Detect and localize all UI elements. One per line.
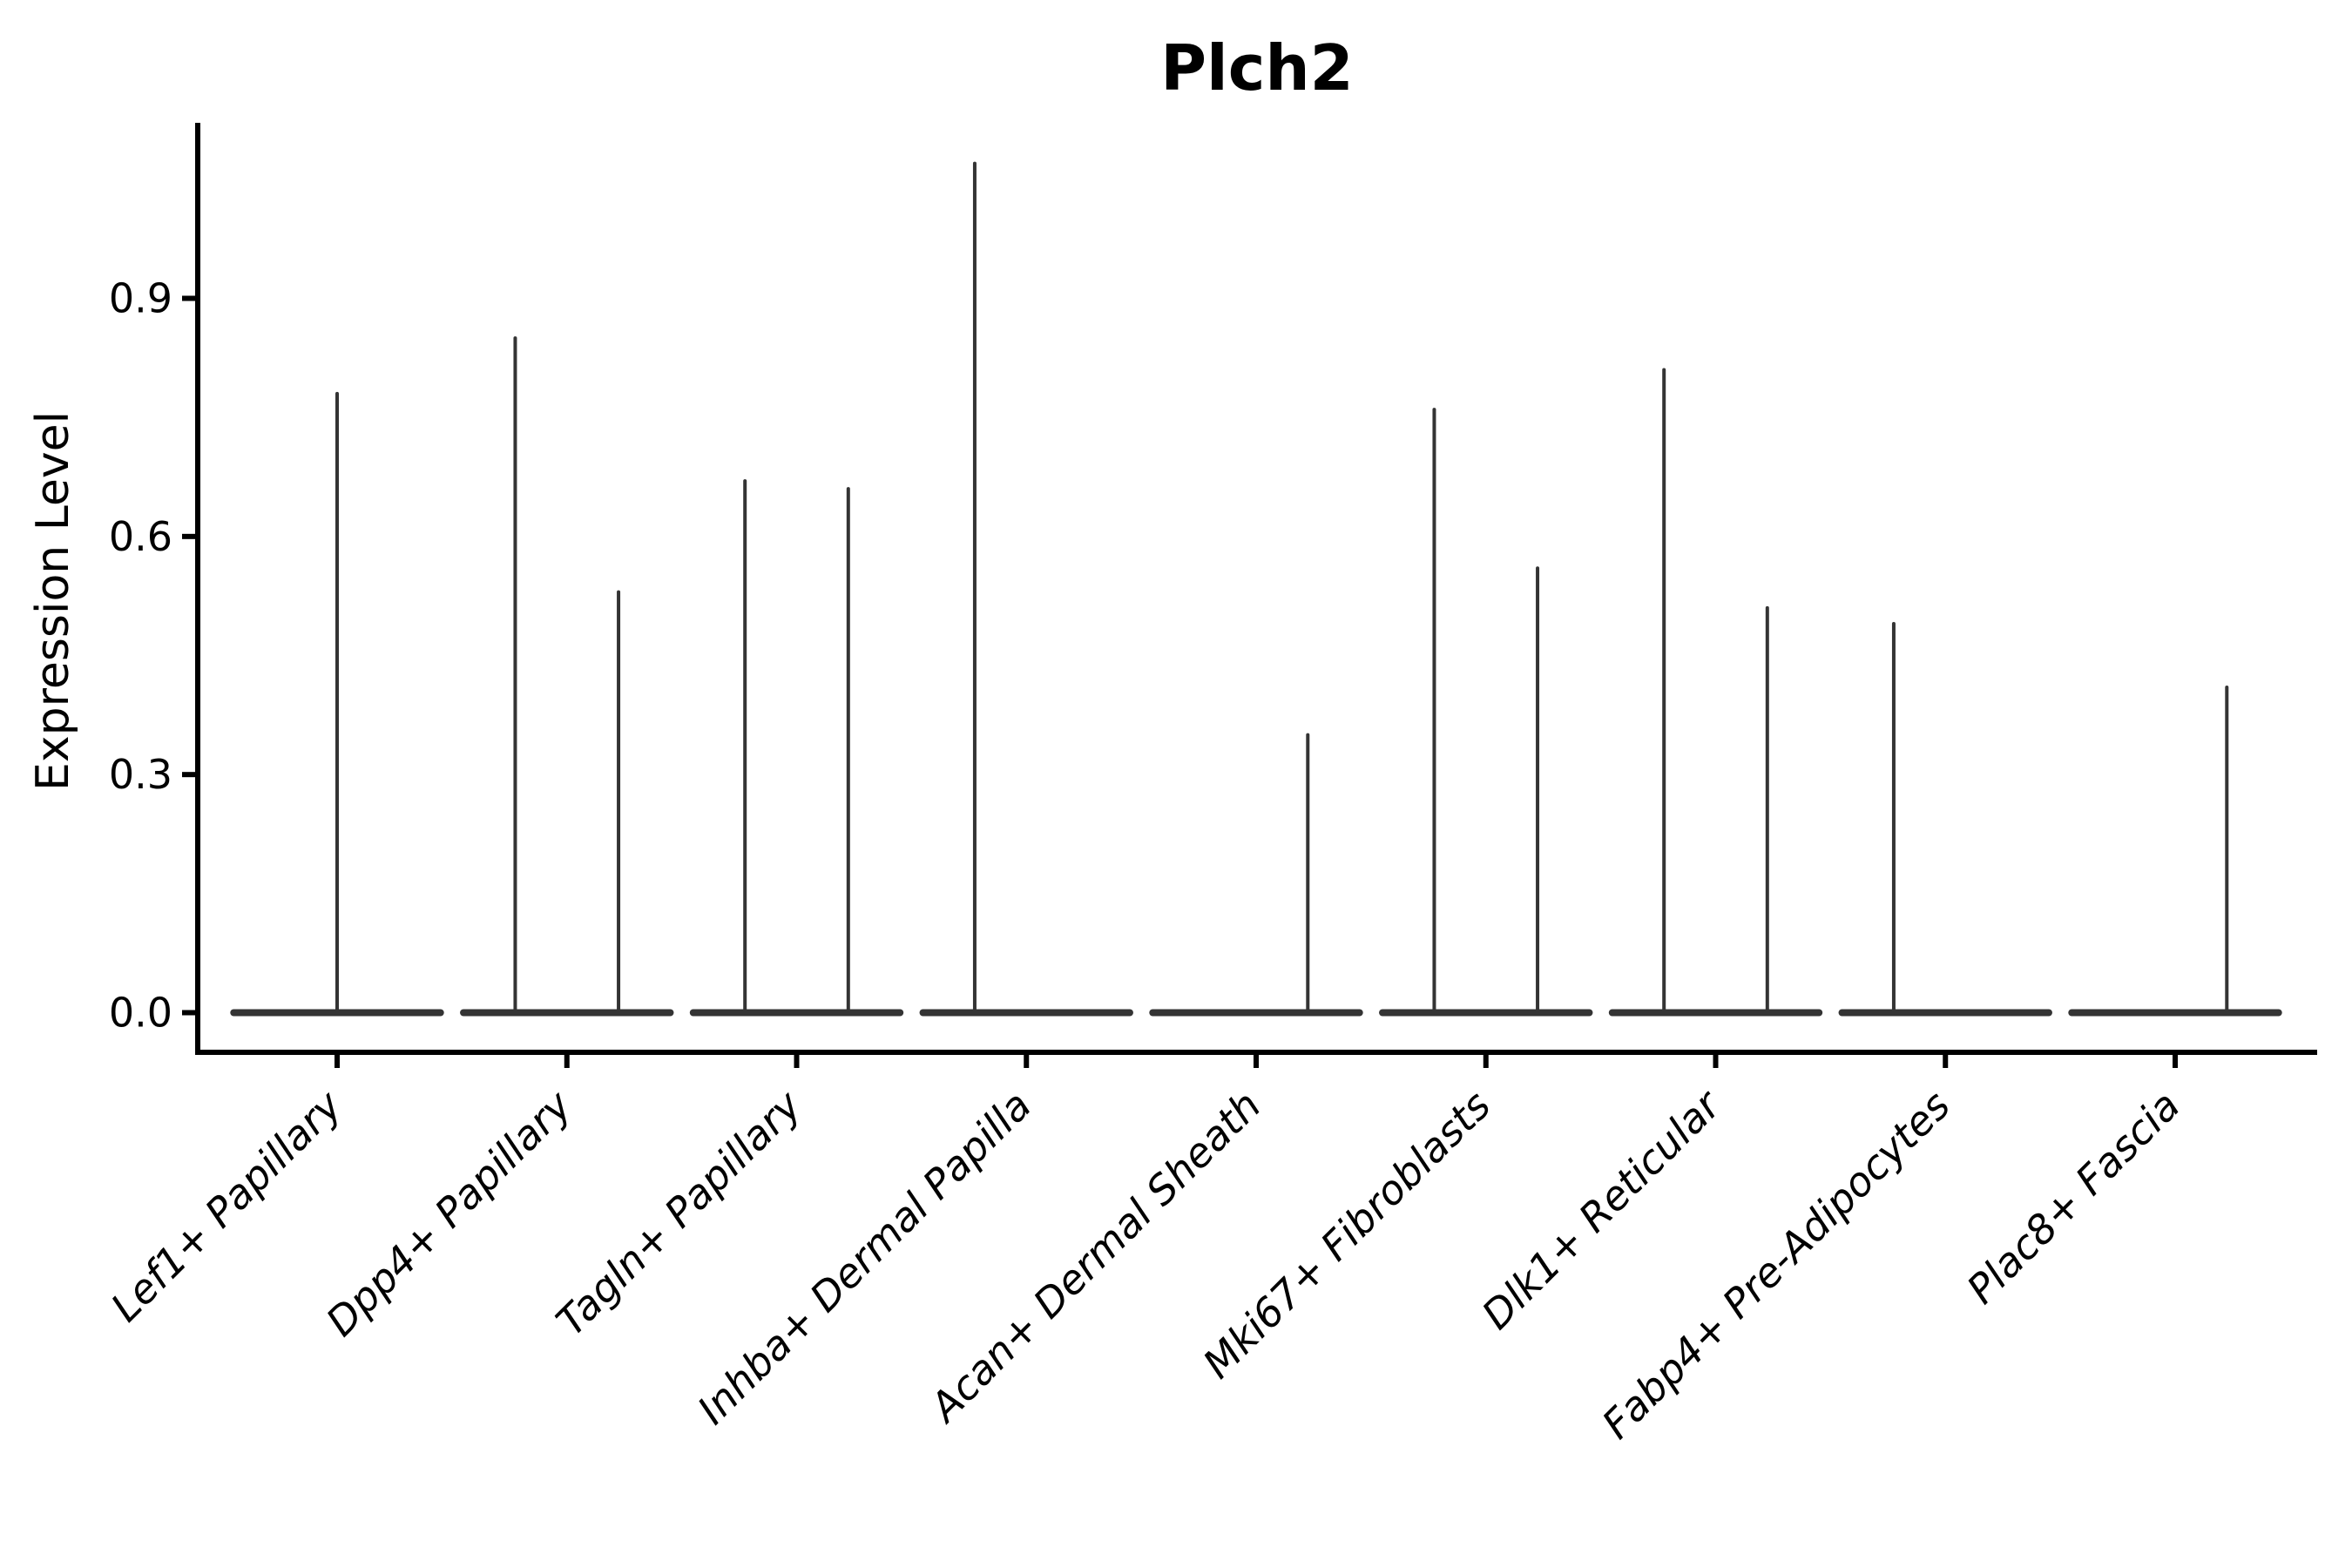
violin-group: [1838, 622, 2052, 1017]
chart-title: Plch2: [1160, 31, 1353, 105]
x-category-label: Tagln+ Papillary: [547, 1081, 811, 1345]
y-axis-title: Expression Level: [27, 411, 79, 791]
violin-group: [1149, 733, 1363, 1017]
violin-group: [1379, 408, 1593, 1017]
y-tick-label: 0.0: [109, 990, 172, 1037]
violin-group: [2068, 685, 2282, 1017]
y-tick-label: 0.3: [109, 751, 172, 798]
x-category-label: Plac8+ Fascia: [1957, 1082, 2188, 1313]
violin-group: [1608, 368, 1823, 1017]
violin-group: [689, 479, 904, 1017]
x-category-label: Lef1+ Papillary: [102, 1081, 351, 1330]
violin-group: [460, 336, 674, 1017]
y-tick-label: 0.6: [109, 513, 172, 560]
violin-group: [919, 161, 1133, 1017]
x-category-label: Dpp4+ Papillary: [317, 1081, 581, 1345]
y-tick-label: 0.9: [109, 275, 172, 322]
violin-group: [230, 391, 444, 1017]
x-category-label: Dlk1+ Reticular: [1473, 1079, 1732, 1338]
violins: [230, 161, 2282, 1017]
